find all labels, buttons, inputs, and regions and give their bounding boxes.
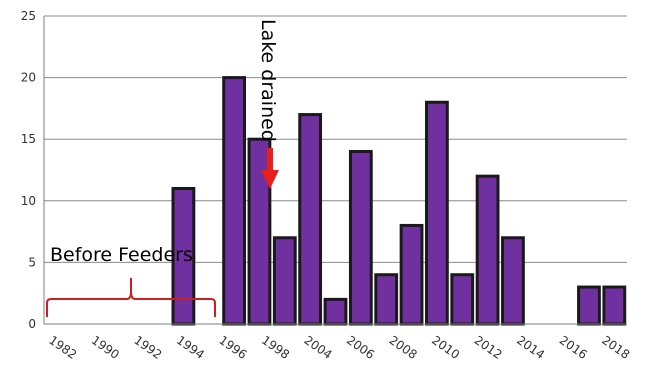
y-axis-ticks: 0 5 10 15 20 25: [21, 9, 36, 331]
x-tick-label: 2010: [429, 333, 462, 362]
x-tick-label: 2018: [599, 333, 632, 362]
x-tick-label: 2016: [557, 333, 590, 362]
x-tick-label: 2012: [472, 333, 505, 362]
bar: [577, 285, 601, 326]
y-tick-label: 15: [21, 132, 36, 146]
bar: [348, 150, 373, 326]
x-tick-label: 2004: [302, 333, 335, 362]
y-tick-label: 20: [21, 71, 36, 85]
y-tick-label: 25: [21, 9, 36, 23]
bar: [374, 273, 399, 326]
before-feeders-annotation: Before Feeders: [46, 244, 216, 317]
bar: [501, 236, 525, 326]
bar: [247, 137, 272, 326]
x-tick-label: 2008: [387, 333, 420, 362]
x-tick-label: 1998: [259, 333, 292, 362]
x-tick-label: 1996: [216, 333, 249, 362]
y-tick-label: 5: [28, 255, 36, 269]
bar: [222, 76, 247, 326]
before-feeders-brace: [46, 278, 216, 317]
bar: [475, 174, 500, 326]
x-tick-label: 1982: [46, 333, 79, 362]
bar: [602, 285, 627, 326]
bar: [424, 100, 449, 326]
axes: [43, 16, 627, 325]
grid-lines: [44, 15, 627, 263]
x-axis-ticks: 1982 1990 1992 1994 1996 1998 2004 2006 2008 2010…: [46, 333, 632, 362]
bar: [399, 223, 424, 326]
x-tick-label: 2014: [514, 333, 547, 362]
bar: [272, 236, 297, 326]
x-tick-label: 1990: [89, 333, 122, 362]
y-tick-label: 10: [21, 194, 36, 208]
lake-drained-annotation: Lake drained: [257, 19, 279, 189]
x-tick-label: 1994: [174, 333, 207, 362]
bar: [298, 113, 323, 326]
bar: [323, 297, 348, 326]
x-tick-label: 1992: [131, 333, 164, 362]
y-tick-label: 0: [28, 317, 36, 331]
x-tick-label: 2006: [344, 333, 377, 362]
bar: [450, 273, 475, 326]
arrow-down-icon: [261, 148, 279, 189]
before-feeders-label: Before Feeders: [50, 244, 193, 266]
lake-drained-label: Lake drained: [257, 19, 279, 142]
